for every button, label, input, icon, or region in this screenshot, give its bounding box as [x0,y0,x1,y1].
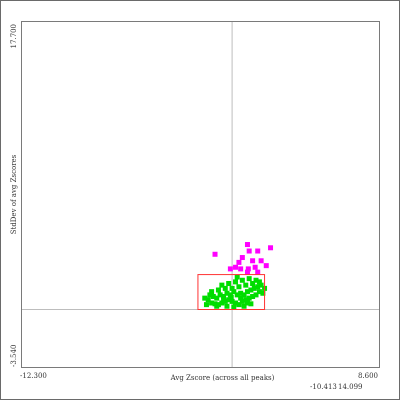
green-point [231,304,237,310]
green-point [221,294,227,300]
magenta-point [255,269,261,275]
green-point [236,302,242,308]
y-axis-label: StdDev of avg Zscores [10,154,18,234]
green-point [258,282,264,288]
green-point [239,277,245,283]
green-point [231,289,237,295]
green-point [205,297,211,303]
green-point [221,297,227,303]
green-point [207,292,213,298]
x-tick-max: 8.600 [358,372,378,380]
green-point [244,300,250,306]
magenta-point [239,255,245,261]
green-point [214,303,220,309]
magenta-point [263,263,269,269]
crosshair [22,22,379,367]
y-tick-min: -3.540 [10,345,18,367]
green-point [243,282,249,288]
green-point [243,297,249,303]
magenta-point [258,258,264,264]
data-points [202,242,274,310]
green-point [219,300,225,306]
magenta-point [227,266,233,272]
green-point [256,279,262,285]
green-point [209,289,215,295]
magenta-point [233,264,239,270]
magenta-point [246,248,252,254]
green-point [260,290,266,296]
green-point [209,300,215,306]
magenta-point [244,242,250,248]
green-point [210,294,216,300]
green-point [256,289,262,295]
green-point [250,281,256,287]
y-tick-max: 17.700 [10,24,18,49]
green-point [234,274,240,280]
green-point [226,297,232,303]
green-point [234,292,240,298]
green-point [229,285,235,291]
green-point [253,277,259,283]
magenta-point [238,266,244,272]
x-axis-label: Avg Zscore (across all peaks) [170,374,275,382]
green-point [241,303,247,309]
green-point [251,285,257,291]
green-point [224,290,230,296]
magenta-point [245,266,251,272]
green-point [248,301,254,307]
cursor-x-readout: -10.413 [310,383,337,391]
green-point [255,284,261,290]
green-point [215,287,221,293]
magenta-point [252,264,258,270]
magenta-point [255,248,261,254]
green-point [233,279,239,285]
green-point [203,302,209,308]
green-point [238,295,244,301]
green-point [253,292,259,298]
magenta-point [212,251,218,257]
green-point [244,289,250,295]
green-point [236,284,242,290]
green-point [239,298,245,304]
green-point [248,287,254,293]
green-point [217,292,223,298]
green-point [241,292,247,298]
cursor-y-readout: 14.099 [338,383,363,391]
green-point [228,294,234,300]
x-tick-min: -12.300 [20,372,47,380]
magenta-point [236,259,242,265]
green-point [219,282,225,288]
green-point [229,298,235,304]
magenta-point [268,245,274,251]
green-point [233,300,239,306]
green-point [246,295,252,301]
green-point [246,276,252,282]
green-point [224,303,230,309]
plot-area[interactable] [21,21,380,368]
magenta-point [244,269,250,275]
green-point [222,285,228,291]
green-point [202,295,208,301]
selection-box[interactable] [197,274,266,311]
green-point [226,281,232,287]
green-point [214,295,220,301]
magenta-point [250,258,256,264]
green-point [238,290,244,296]
green-point [250,294,256,300]
